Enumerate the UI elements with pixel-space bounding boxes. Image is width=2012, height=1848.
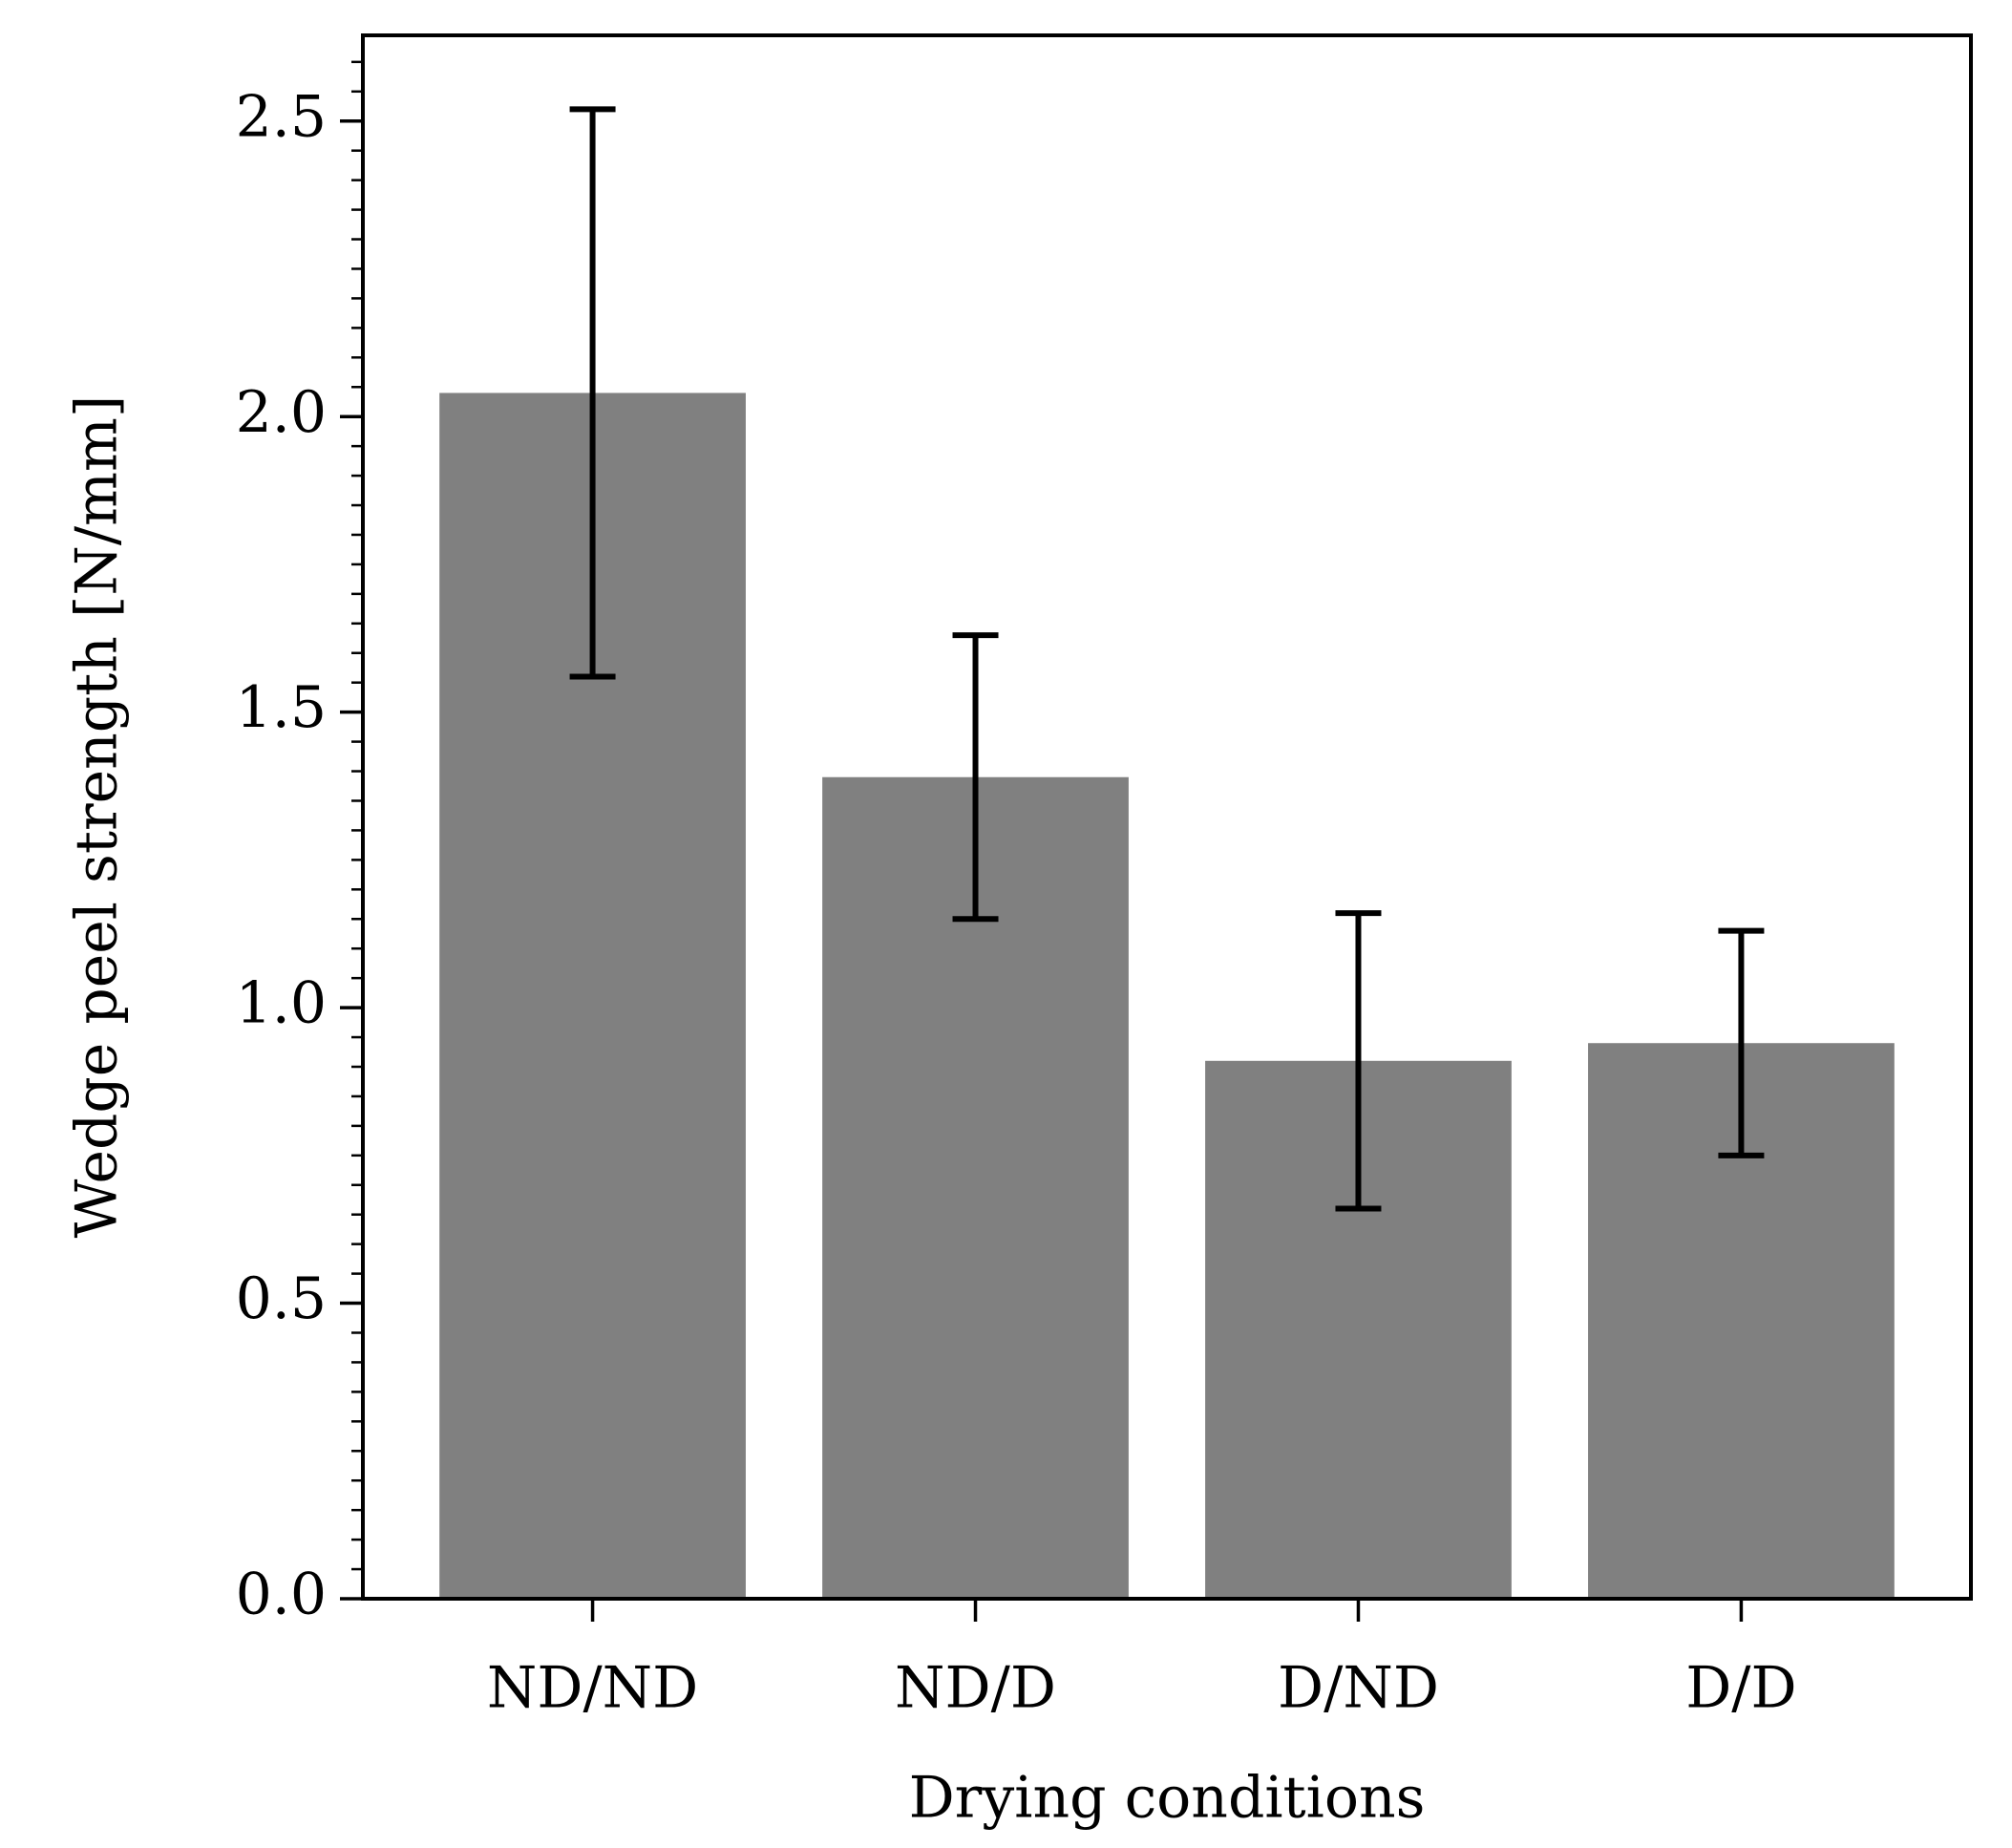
x-axis-label: Drying conditions [909, 1765, 1426, 1832]
plot-frame [361, 33, 1973, 1601]
y-tick-label: 1.0 [236, 970, 327, 1037]
x-tick-label: ND/D [895, 1655, 1056, 1722]
y-tick-label: 0.5 [236, 1265, 327, 1332]
y-tick-label: 0.0 [236, 1561, 327, 1628]
y-axis-label: Wedge peel strength [N/mm] [64, 395, 131, 1239]
error-bar [1335, 910, 1382, 1212]
error-bar [952, 632, 999, 923]
y-tick-label: 2.0 [236, 379, 327, 446]
y-tick-label: 1.5 [236, 674, 327, 741]
x-tick-label: D/ND [1278, 1655, 1439, 1722]
error-bar [1718, 927, 1765, 1158]
error-bar [569, 106, 616, 680]
x-tick-label: ND/ND [487, 1655, 698, 1722]
y-tick-label: 2.5 [236, 83, 327, 150]
x-tick-label: D/D [1685, 1655, 1796, 1722]
